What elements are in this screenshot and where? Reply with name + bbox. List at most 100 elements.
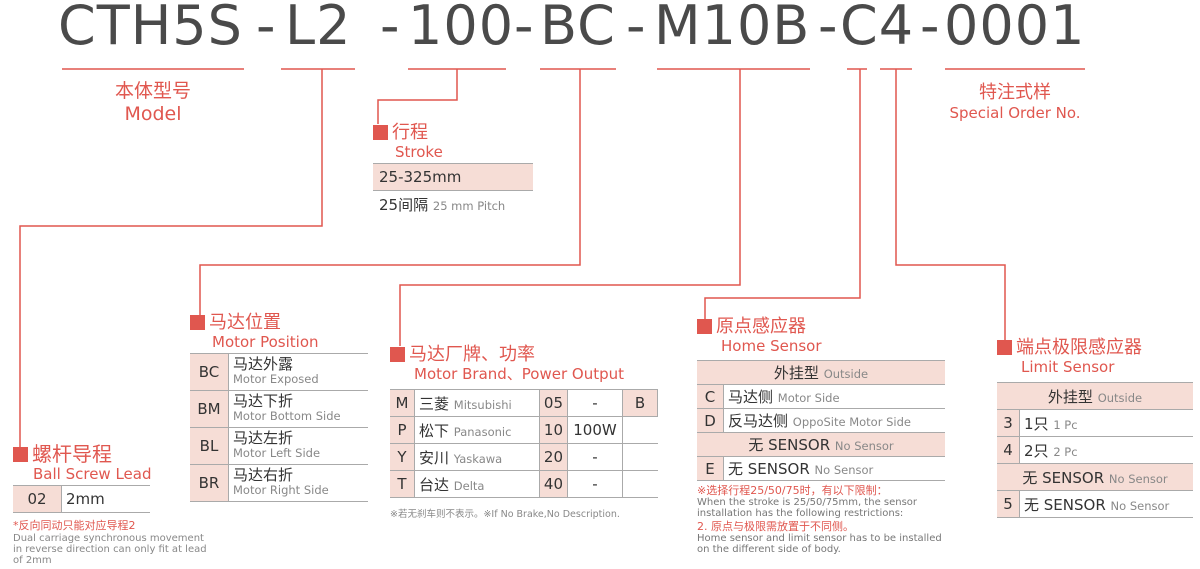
power-value: 100W — [567, 416, 623, 444]
limit-cn: 端点极限感应器 — [1016, 337, 1142, 358]
limit-code: 4 — [997, 436, 1020, 464]
limit-none-cn: 无 SENSOR — [1022, 468, 1105, 487]
limit-code: 5 — [997, 490, 1020, 518]
code-sep: - — [818, 0, 839, 57]
code-sep: - — [920, 0, 941, 57]
position-cn-cell: 马达下折 — [233, 392, 294, 410]
special-cn: 特注式样 — [979, 82, 1051, 103]
position-cn-cell: 马达左折 — [233, 429, 294, 447]
position-en-cell: Motor Bottom Side — [233, 409, 341, 423]
brand-code: T — [390, 470, 415, 498]
position-en: Motor Position — [212, 333, 319, 351]
brake-code — [622, 443, 658, 471]
position-code: BC — [190, 353, 229, 391]
limit-en-cell: 2 Pc — [1053, 444, 1078, 459]
home-section: 原点感应器 Home Sensor 外挂型 Outside C 马达侧 Motor… — [697, 316, 947, 555]
home-note1-en: When the stroke is 25/50/75mm, the senso… — [697, 497, 918, 519]
limit-none-en: No Sensor — [1108, 471, 1168, 486]
power-value: - — [567, 443, 623, 471]
square-marker-icon — [373, 125, 388, 140]
home-code: E — [697, 456, 724, 481]
limit-outside-en: Outside — [1097, 390, 1143, 405]
limit-section: 端点极限感应器 Limit Sensor 外挂型 Outside 3 1只 1 P… — [997, 337, 1193, 518]
limit-cn-cell: 2只 — [1024, 441, 1049, 460]
limit-outside-cn: 外挂型 — [1047, 387, 1093, 406]
home-note2-en: Home sensor and limit sensor has to be i… — [697, 533, 942, 555]
lead-table: 02 2mm — [13, 485, 150, 513]
brand-table: M 三菱 Mitsubishi 05- B P 松下 Panasonic 10 100W Y 安川… — [390, 389, 658, 498]
table-row: BC 马达外露 Motor Exposed — [190, 353, 368, 391]
brand-code: M — [390, 389, 415, 417]
home-cn-cell: 无 SENSOR — [728, 460, 810, 478]
code-sep: - — [256, 0, 277, 57]
table-row: M 三菱 Mitsubishi 05- B — [390, 389, 658, 417]
table-row: 外挂型 Outside — [697, 360, 945, 385]
lead-note-en: Dual carriage synchronous movement in re… — [13, 533, 207, 566]
limit-cn-cell: 无 SENSOR — [1024, 495, 1106, 514]
home-cn: 原点感应器 — [716, 316, 806, 337]
brand-cn-cell: 松下 — [419, 421, 450, 440]
brake-code: B — [622, 389, 658, 417]
brand-cn: 马达厂牌、功率 — [409, 344, 535, 365]
home-none-cn: 无 SENSOR — [748, 436, 831, 454]
code-sep: - — [380, 0, 401, 57]
lead-note-cn: *反向同动只能对应导程2 — [13, 519, 136, 532]
home-table: 外挂型 Outside C 马达侧 Motor Side D 反马达侧 OppoSi… — [697, 360, 945, 481]
brand-note: ※若无刹车则不表示。※If No Brake,No Description. — [390, 509, 620, 520]
code-part-model: CTH5S — [58, 0, 243, 57]
power-value: - — [567, 470, 623, 498]
home-en-cell: No Sensor — [814, 463, 874, 477]
brand-en: Motor Brand、Power Output — [414, 365, 625, 383]
limit-code: 3 — [997, 409, 1020, 437]
brand-en-cell: Mitsubishi — [453, 397, 512, 412]
code-part-stroke: 100 — [408, 0, 515, 57]
home-outside-en: Outside — [823, 367, 869, 381]
square-marker-icon — [390, 347, 405, 362]
limit-table: 外挂型 Outside 3 1只 1 Pc 4 2只 2 Pc 无 SENSOR N… — [997, 382, 1193, 518]
table-row: D 反马达侧 OppoSite Motor Side — [697, 408, 945, 433]
home-en-cell: Motor Side — [777, 391, 840, 405]
brand-en-cell: Delta — [453, 478, 485, 493]
power-value: - — [567, 389, 623, 417]
special-label: 特注式样 Special Order No. — [945, 78, 1085, 122]
code-sep: - — [514, 0, 535, 57]
position-code: BL — [190, 427, 229, 465]
lead-section: 螺杆导程 Ball Screw Lead 02 2mm *反向同动只能对应导程2… — [13, 444, 243, 566]
table-row: 外挂型 Outside — [997, 382, 1193, 410]
brand-code: P — [390, 416, 415, 444]
table-row: C 马达侧 Motor Side — [697, 384, 945, 409]
model-label: 本体型号 Model — [62, 76, 244, 125]
home-cn-cell: 马达侧 — [728, 388, 774, 406]
home-none-en: No Sensor — [834, 439, 894, 453]
stroke-pitch-en: 25 mm Pitch — [432, 199, 506, 213]
power-code: 20 — [539, 443, 569, 471]
code-part-brand: M10B — [654, 0, 811, 57]
stroke-cn: 行程 — [392, 122, 428, 143]
table-row: BM 马达下折 Motor Bottom Side — [190, 390, 368, 428]
square-marker-icon — [190, 315, 205, 330]
table-row: T 台达 Delta 40- — [390, 470, 658, 498]
brand-en-cell: Panasonic — [453, 424, 512, 439]
power-code: 05 — [539, 389, 569, 417]
table-row: BR 马达右折 Motor Right Side — [190, 464, 368, 502]
home-code: D — [697, 408, 724, 433]
limit-cn-cell: 1只 — [1024, 414, 1049, 433]
brand-cn-cell: 三菱 — [419, 394, 450, 413]
brand-cn-cell: 安川 — [419, 448, 450, 467]
home-code: C — [697, 384, 724, 409]
limit-en-cell: No Sensor — [1110, 498, 1170, 513]
square-marker-icon — [997, 340, 1012, 355]
code-part-lead: L2 — [285, 0, 352, 57]
code-part-position: BC — [540, 0, 616, 57]
square-marker-icon — [697, 319, 712, 334]
home-cn-cell: 反马达侧 — [728, 412, 789, 430]
position-table: BC 马达外露 Motor Exposed BM 马达下折 Motor Bottom Si… — [190, 353, 368, 502]
position-en-cell: Motor Exposed — [233, 372, 319, 386]
lead-cn: 螺杆导程 — [32, 442, 112, 466]
lead-en: Ball Screw Lead — [33, 465, 152, 483]
model-en: Model — [124, 103, 182, 125]
table-row: 无 SENSOR No Sensor — [997, 463, 1193, 491]
table-row: BL 马达左折 Motor Left Side — [190, 427, 368, 465]
